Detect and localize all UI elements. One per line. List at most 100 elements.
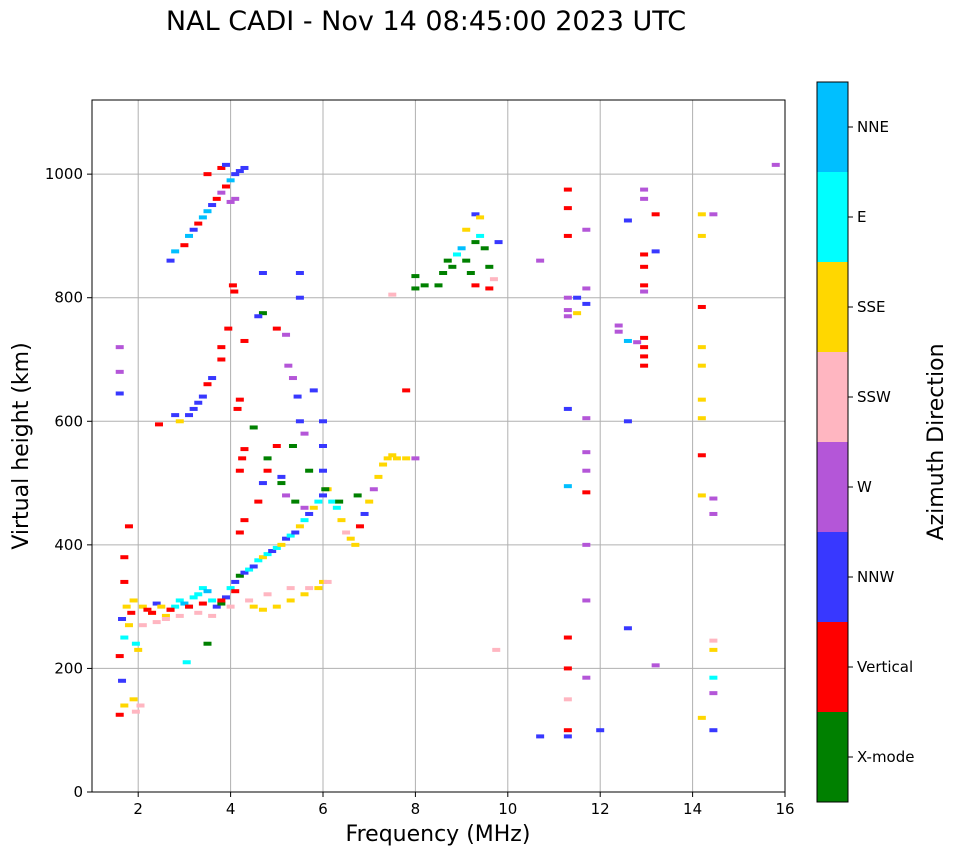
data-point — [198, 601, 207, 606]
data-point — [118, 678, 127, 683]
data-point — [582, 416, 591, 421]
data-point — [300, 518, 309, 523]
data-point — [640, 196, 649, 201]
data-point — [235, 530, 244, 535]
data-point — [245, 598, 254, 603]
data-point — [697, 363, 706, 368]
data-point — [115, 345, 124, 350]
data-point — [185, 604, 194, 609]
data-point — [258, 481, 267, 486]
x-tick-label: 6 — [318, 800, 328, 818]
data-point — [582, 286, 591, 291]
data-point — [180, 243, 189, 248]
y-tick-label: 800 — [54, 289, 83, 307]
data-point — [295, 419, 304, 424]
data-point — [640, 354, 649, 359]
data-point — [286, 533, 295, 538]
data-point — [563, 734, 572, 739]
data-point — [709, 647, 718, 652]
data-point — [189, 406, 198, 411]
y-tick-label: 600 — [54, 412, 83, 430]
data-point — [226, 199, 235, 204]
data-point — [420, 283, 429, 288]
data-point — [115, 654, 124, 659]
data-point — [563, 484, 572, 489]
data-point — [249, 604, 258, 609]
x-tick-label: 2 — [133, 800, 143, 818]
data-point — [124, 524, 133, 529]
data-point — [258, 555, 267, 560]
data-point — [268, 549, 277, 554]
data-point — [258, 311, 267, 316]
data-point — [231, 589, 240, 594]
colorbar-segment — [817, 442, 848, 532]
data-point — [212, 196, 221, 201]
data-point — [563, 295, 572, 300]
data-point — [226, 586, 235, 591]
data-point — [319, 468, 327, 473]
data-point — [374, 474, 383, 479]
data-point — [494, 240, 503, 245]
data-point — [342, 530, 351, 535]
data-point — [411, 274, 420, 279]
data-point — [217, 601, 226, 606]
plot-area — [92, 100, 785, 792]
data-point — [305, 586, 314, 591]
data-point — [323, 579, 332, 584]
data-point — [582, 598, 591, 603]
data-point — [582, 301, 591, 306]
data-point — [136, 703, 145, 708]
data-point — [319, 493, 327, 498]
x-tick-label: 10 — [498, 800, 517, 818]
data-point — [402, 456, 411, 461]
data-point — [208, 613, 217, 618]
data-point — [127, 610, 136, 615]
data-point — [300, 431, 309, 436]
data-point — [623, 338, 632, 343]
data-point — [365, 499, 374, 504]
data-point — [439, 271, 448, 275]
data-point — [152, 620, 161, 625]
data-point — [309, 505, 318, 510]
data-point — [305, 511, 314, 516]
colorbar-label: SSW — [857, 388, 891, 406]
data-point — [573, 295, 582, 300]
colorbar-label: NNE — [857, 118, 889, 136]
data-point — [208, 598, 217, 603]
x-tick-label: 14 — [683, 800, 702, 818]
data-point — [120, 635, 129, 640]
data-point — [369, 487, 378, 492]
data-point — [582, 675, 591, 680]
data-point — [582, 468, 591, 473]
data-point — [217, 345, 226, 350]
data-point — [640, 264, 649, 269]
data-point — [335, 499, 344, 504]
data-point — [640, 283, 649, 288]
data-point — [355, 524, 364, 529]
data-point — [175, 598, 184, 603]
data-point — [185, 233, 194, 238]
data-point — [240, 570, 249, 575]
data-point — [282, 536, 291, 541]
data-point — [194, 610, 203, 615]
data-point — [120, 703, 129, 708]
data-point — [171, 604, 180, 609]
data-point — [152, 601, 161, 606]
data-point — [448, 264, 457, 269]
data-point — [563, 635, 572, 640]
chart-title: NAL CADI - Nov 14 08:45:00 2023 UTC — [165, 6, 687, 37]
data-point — [351, 542, 360, 547]
colorbar-segment — [817, 352, 848, 442]
data-point — [226, 178, 235, 183]
data-point — [321, 487, 330, 492]
y-axis-ticks: 0 200 400 600 800 1000 — [45, 165, 92, 801]
data-point — [134, 647, 143, 652]
data-point — [203, 382, 212, 387]
data-point — [353, 493, 362, 498]
data-point — [295, 295, 304, 300]
data-point — [697, 233, 706, 238]
data-point — [443, 258, 452, 263]
data-point — [277, 474, 286, 479]
data-point — [120, 555, 129, 560]
